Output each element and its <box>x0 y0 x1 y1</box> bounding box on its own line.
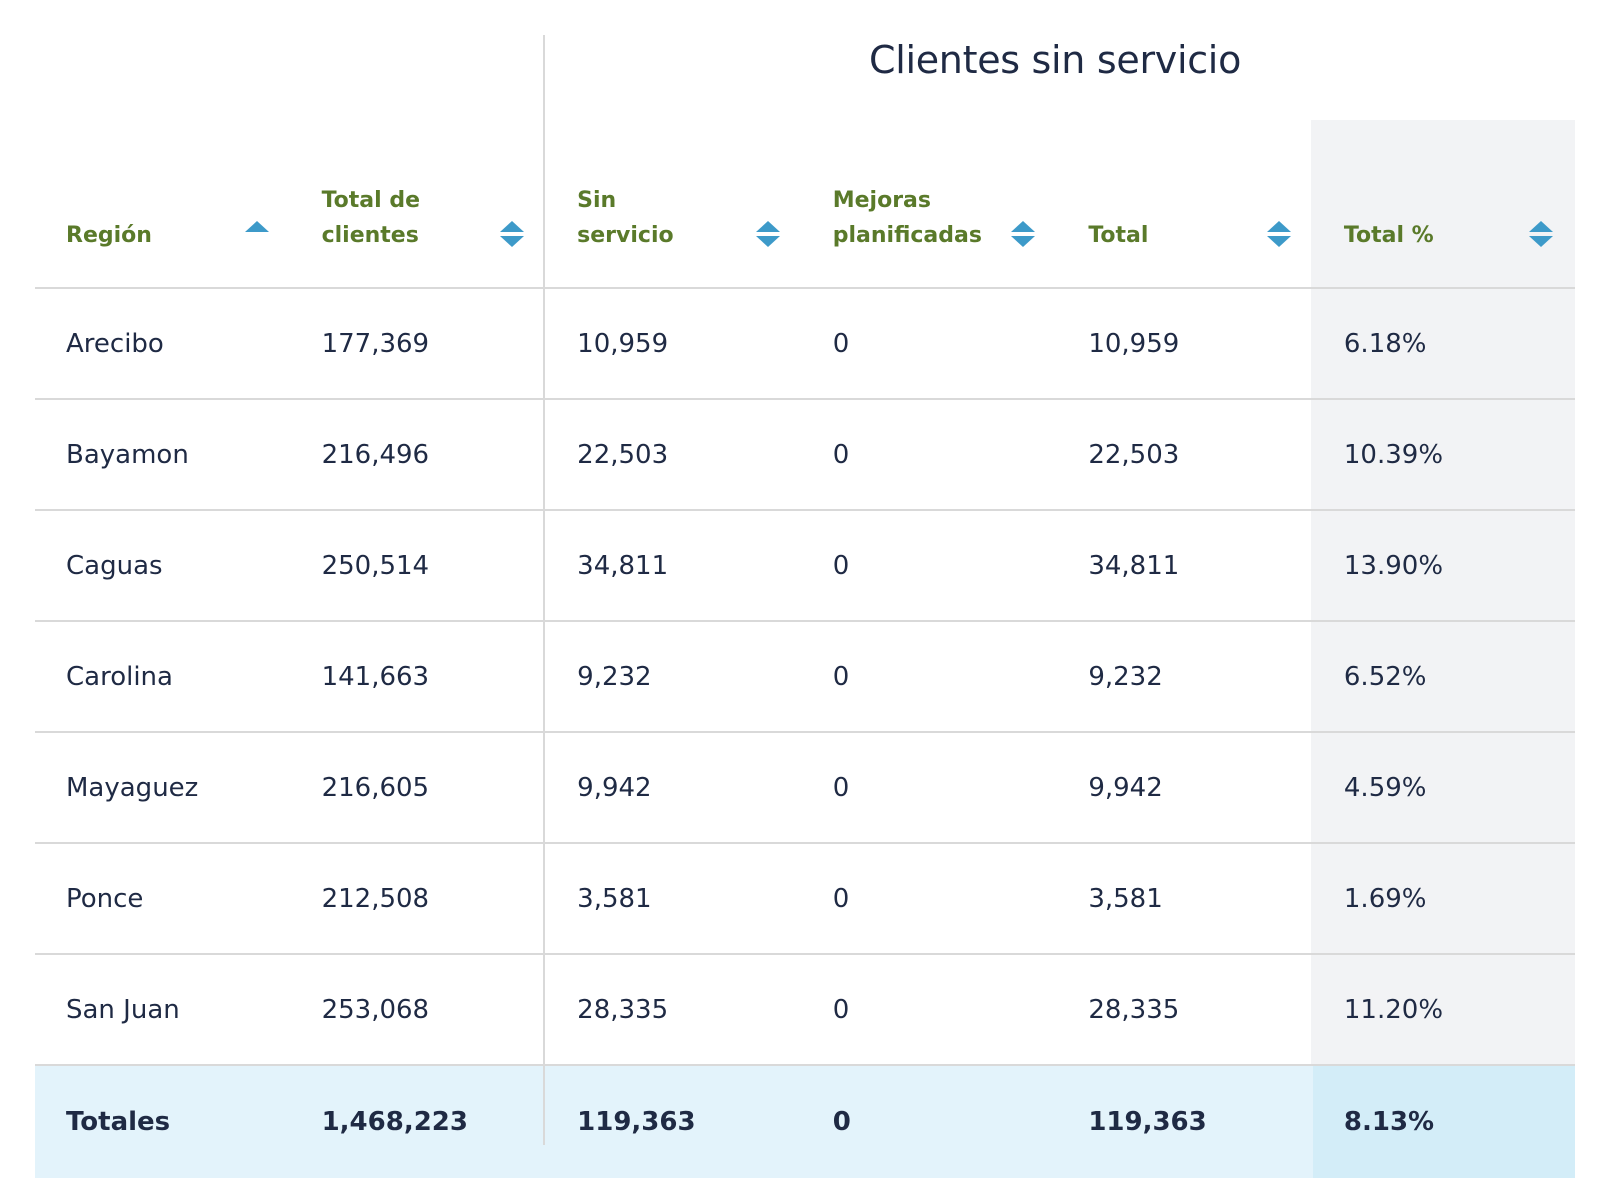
table-row: Mayaguez 216,605 9,942 0 9,942 4.59% <box>35 732 1575 844</box>
table-cell: 3,581 <box>546 843 802 955</box>
table-cell: 6.18% <box>1312 288 1575 400</box>
table-cell: Caguas <box>35 510 291 622</box>
table-row: Carolina 141,663 9,232 0 9,232 6.52% <box>35 621 1575 733</box>
table-row: Ponce 212,508 3,581 0 3,581 1.69% <box>35 843 1575 955</box>
sort-toggle-icon[interactable] <box>1011 221 1036 247</box>
table-row: Bayamon 216,496 22,503 0 22,503 10.39% <box>35 399 1575 511</box>
table-cell: Mayaguez <box>35 732 291 844</box>
column-header-5[interactable]: Total % <box>1312 120 1575 289</box>
table-cell: 0 <box>801 399 1058 511</box>
table-cell: 10.39% <box>1312 399 1575 511</box>
sort-toggle-icon[interactable] <box>500 221 525 247</box>
table-cell: 34,811 <box>546 510 802 622</box>
table-cell: 253,068 <box>290 954 547 1066</box>
table-cell: 0 <box>801 732 1058 844</box>
table-cell: 22,503 <box>546 399 802 511</box>
table-cell: 0 <box>801 288 1058 400</box>
group-header-clientes-sin-servicio: Clientes sin servicio <box>868 38 1242 82</box>
table-cell: 250,514 <box>290 510 547 622</box>
column-header-label: Sin servicio <box>577 188 674 248</box>
table-cell: 13.90% <box>1312 510 1575 622</box>
table-cell: 22,503 <box>1057 399 1313 511</box>
column-header-2[interactable]: Sin servicio <box>546 120 802 289</box>
column-group-divider <box>543 35 545 1145</box>
column-header-label: Total de clientes <box>321 188 421 248</box>
column-header-0[interactable]: Región <box>35 120 291 289</box>
totals-cell: 0 <box>801 1065 1058 1178</box>
column-header-4[interactable]: Total <box>1057 120 1313 289</box>
totals-row: Totales 1,468,223 119,363 0 119,363 8.13% <box>35 1065 1575 1178</box>
table-row: Arecibo 177,369 10,959 0 10,959 6.18% <box>35 288 1575 400</box>
outage-table: Región Total de clientes Sin servicio Mejor… <box>35 120 1575 1178</box>
sort-toggle-icon[interactable] <box>1529 221 1553 247</box>
column-header-3[interactable]: Mejoras planificadas <box>801 120 1058 289</box>
table-cell: 1.69% <box>1312 843 1575 955</box>
table-cell: Ponce <box>35 843 291 955</box>
table-cell: 9,232 <box>1057 621 1313 733</box>
sort-toggle-icon[interactable] <box>1266 221 1291 247</box>
header-row: Región Total de clientes Sin servicio Mejor… <box>35 120 1575 289</box>
table-cell: 216,605 <box>290 732 547 844</box>
column-header-label: Total <box>1088 223 1149 248</box>
table-cell: Bayamon <box>35 399 291 511</box>
table-cell: 0 <box>801 843 1058 955</box>
table-cell: 0 <box>801 510 1058 622</box>
table-cell: 9,942 <box>546 732 802 844</box>
table-row: Caguas 250,514 34,811 0 34,811 13.90% <box>35 510 1575 622</box>
table-cell: San Juan <box>35 954 291 1066</box>
table-cell: 177,369 <box>290 288 547 400</box>
column-header-1[interactable]: Total de clientes <box>290 120 547 289</box>
table-cell: 28,335 <box>1057 954 1313 1066</box>
outage-table-container: Clientes sin servicio Región Total de cli… <box>35 0 1610 1178</box>
column-header-label: Total % <box>1343 223 1434 248</box>
table-cell: 34,811 <box>1057 510 1313 622</box>
column-header-label: Mejoras planificadas <box>832 188 982 248</box>
table-cell: 6.52% <box>1312 621 1575 733</box>
totals-cell: 1,468,223 <box>290 1065 547 1178</box>
totals-cell: 119,363 <box>546 1065 802 1178</box>
table-cell: 216,496 <box>290 399 547 511</box>
table-cell: 28,335 <box>546 954 802 1066</box>
totals-cell: 119,363 <box>1057 1065 1313 1178</box>
table-cell: 4.59% <box>1312 732 1575 844</box>
sort-ascending-icon[interactable] <box>244 221 269 247</box>
table-cell: Arecibo <box>35 288 291 400</box>
table-cell: 9,232 <box>546 621 802 733</box>
table-cell: 141,663 <box>290 621 547 733</box>
table-cell: 11.20% <box>1312 954 1575 1066</box>
table-row: San Juan 253,068 28,335 0 28,335 11.20% <box>35 954 1575 1066</box>
table-cell: 212,508 <box>290 843 547 955</box>
totals-cell: 8.13% <box>1312 1065 1575 1178</box>
table-cell: 3,581 <box>1057 843 1313 955</box>
table-cell: 10,959 <box>1057 288 1313 400</box>
table-cell: Carolina <box>35 621 291 733</box>
totals-cell: Totales <box>35 1065 291 1178</box>
table-cell: 10,959 <box>546 288 802 400</box>
column-header-label: Región <box>66 223 152 248</box>
table-cell: 9,942 <box>1057 732 1313 844</box>
table-cell: 0 <box>801 954 1058 1066</box>
table-body: Arecibo 177,369 10,959 0 10,959 6.18% Bayamon 2… <box>35 288 1575 1178</box>
table-cell: 0 <box>801 621 1058 733</box>
sort-toggle-icon[interactable] <box>755 221 780 247</box>
